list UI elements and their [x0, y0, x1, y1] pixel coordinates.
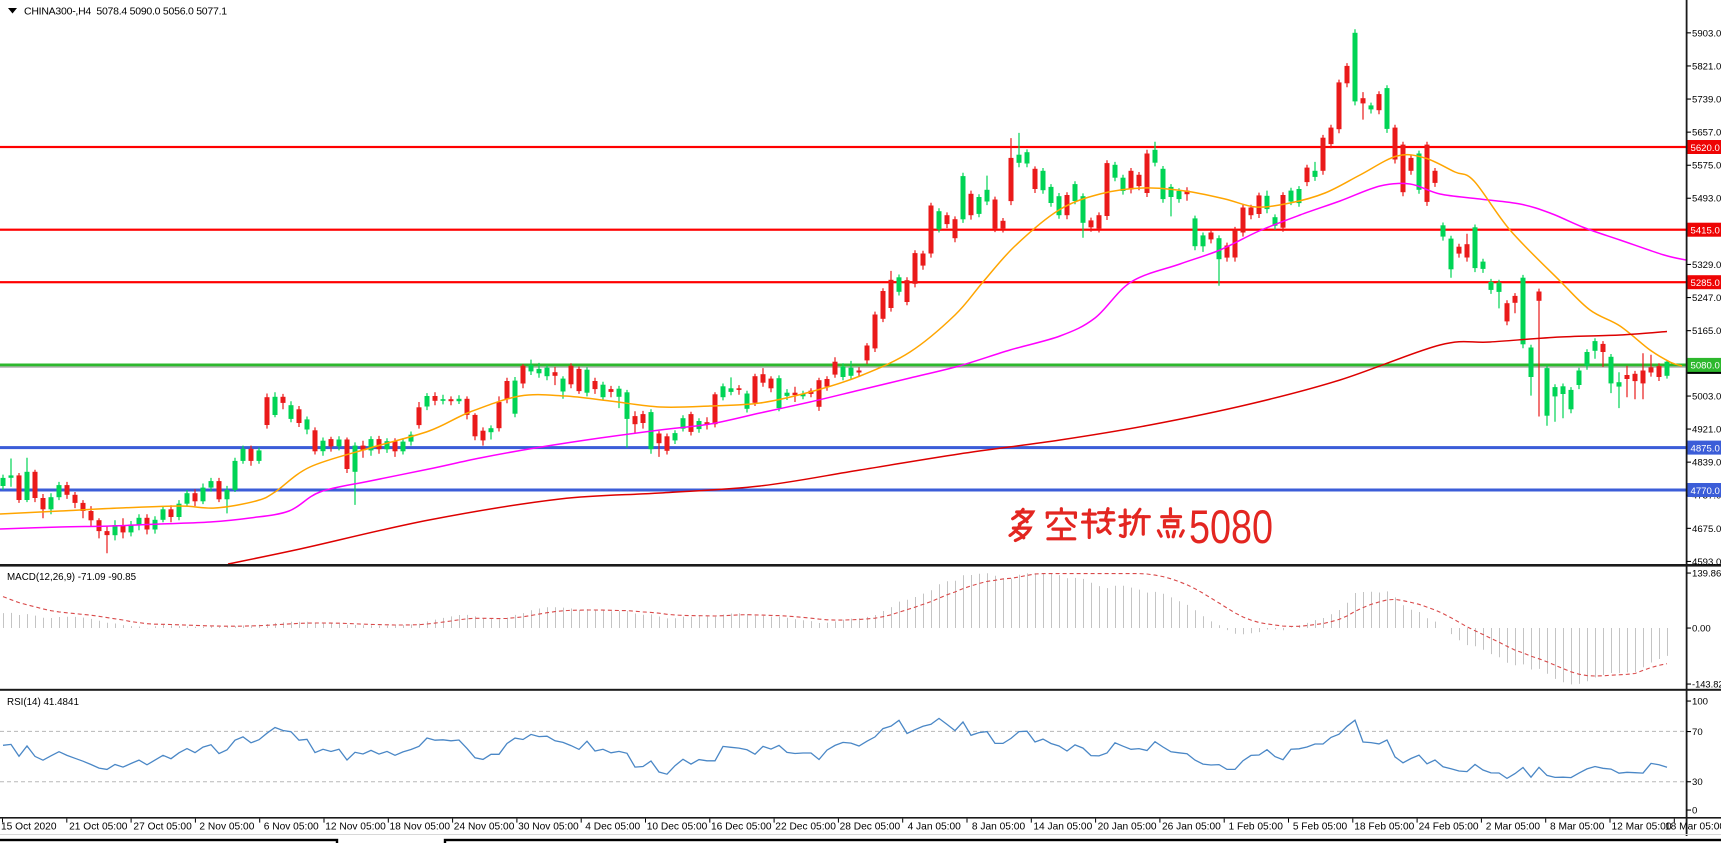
svg-text:20 Jan 05:00: 20 Jan 05:00 [1098, 822, 1157, 833]
svg-text:5821.0: 5821.0 [1692, 61, 1721, 72]
svg-text:5329.0: 5329.0 [1692, 260, 1721, 271]
svg-text:2 Mar 05:00: 2 Mar 05:00 [1486, 822, 1541, 833]
svg-text:5493.0: 5493.0 [1692, 194, 1721, 205]
svg-text:18 Feb 05:00: 18 Feb 05:00 [1354, 822, 1414, 833]
svg-text:RSI(14) 41.4841: RSI(14) 41.4841 [7, 697, 79, 708]
svg-text:4593.0: 4593.0 [1692, 557, 1721, 568]
svg-text:27 Oct 05:00: 27 Oct 05:00 [133, 822, 192, 833]
svg-text:5080.0: 5080.0 [1691, 361, 1720, 372]
svg-text:18 Mar 05:00: 18 Mar 05:00 [1665, 822, 1721, 833]
svg-text:6 Nov 05:00: 6 Nov 05:00 [264, 822, 319, 833]
svg-text:5657.0: 5657.0 [1692, 128, 1721, 139]
svg-text:5903.0: 5903.0 [1692, 28, 1721, 39]
svg-text:12 Mar 05:00: 12 Mar 05:00 [1611, 822, 1671, 833]
svg-text:4875.0: 4875.0 [1691, 443, 1720, 454]
svg-text:14 Jan 05:00: 14 Jan 05:00 [1033, 822, 1092, 833]
svg-text:1 Feb 05:00: 1 Feb 05:00 [1229, 822, 1284, 833]
svg-text:15 Oct 2020: 15 Oct 2020 [1, 822, 57, 833]
svg-text:8 Mar 05:00: 8 Mar 05:00 [1550, 822, 1605, 833]
svg-text:70: 70 [1692, 727, 1703, 738]
svg-text:12 Nov 05:00: 12 Nov 05:00 [325, 822, 386, 833]
svg-text:5 Feb 05:00: 5 Feb 05:00 [1293, 822, 1348, 833]
svg-text:4839.0: 4839.0 [1692, 458, 1721, 469]
svg-text:10 Dec 05:00: 10 Dec 05:00 [647, 822, 708, 833]
svg-text:5415.0: 5415.0 [1691, 226, 1720, 237]
svg-text:16 Dec 05:00: 16 Dec 05:00 [711, 822, 772, 833]
svg-text:24 Nov 05:00: 24 Nov 05:00 [454, 822, 515, 833]
svg-text:139.86: 139.86 [1692, 569, 1721, 580]
svg-text:100: 100 [1692, 697, 1708, 708]
svg-text:5003.0: 5003.0 [1692, 392, 1721, 403]
svg-text:-143.82: -143.82 [1692, 680, 1721, 690]
svg-text:2 Nov 05:00: 2 Nov 05:00 [199, 822, 254, 833]
svg-text:MACD(12,26,9) -71.09 -90.85: MACD(12,26,9) -71.09 -90.85 [7, 572, 137, 583]
svg-text:22 Dec 05:00: 22 Dec 05:00 [775, 822, 836, 833]
svg-text:28 Dec 05:00: 28 Dec 05:00 [840, 822, 901, 833]
svg-text:8 Jan 05:00: 8 Jan 05:00 [972, 822, 1026, 833]
svg-text:0.00: 0.00 [1692, 624, 1711, 635]
svg-text:5080: 5080 [1189, 500, 1273, 553]
svg-text:26 Jan 05:00: 26 Jan 05:00 [1162, 822, 1221, 833]
svg-text:5739.0: 5739.0 [1692, 95, 1721, 106]
svg-text:5285.0: 5285.0 [1691, 278, 1720, 289]
svg-text:5247.0: 5247.0 [1692, 293, 1721, 304]
svg-text:18 Nov 05:00: 18 Nov 05:00 [389, 822, 450, 833]
svg-text:4921.0: 4921.0 [1692, 425, 1721, 436]
svg-text:4675.0: 4675.0 [1692, 524, 1721, 535]
svg-text:5575.0: 5575.0 [1692, 161, 1721, 172]
svg-text:0: 0 [1692, 806, 1697, 817]
svg-text:4 Dec 05:00: 4 Dec 05:00 [585, 822, 640, 833]
svg-text:4 Jan 05:00: 4 Jan 05:00 [908, 822, 962, 833]
svg-text:21 Oct 05:00: 21 Oct 05:00 [69, 822, 128, 833]
svg-text:CHINA300-,H4 5078.4 5090.0 50: CHINA300-,H4 5078.4 5090.0 5056.0 5077.1 [24, 6, 227, 18]
svg-text:30: 30 [1692, 777, 1703, 788]
svg-text:24 Feb 05:00: 24 Feb 05:00 [1419, 822, 1479, 833]
svg-text:30 Nov 05:00: 30 Nov 05:00 [518, 822, 579, 833]
svg-text:4770.0: 4770.0 [1691, 486, 1720, 497]
svg-text:5620.0: 5620.0 [1691, 143, 1720, 154]
svg-text:5165.0: 5165.0 [1692, 326, 1721, 337]
